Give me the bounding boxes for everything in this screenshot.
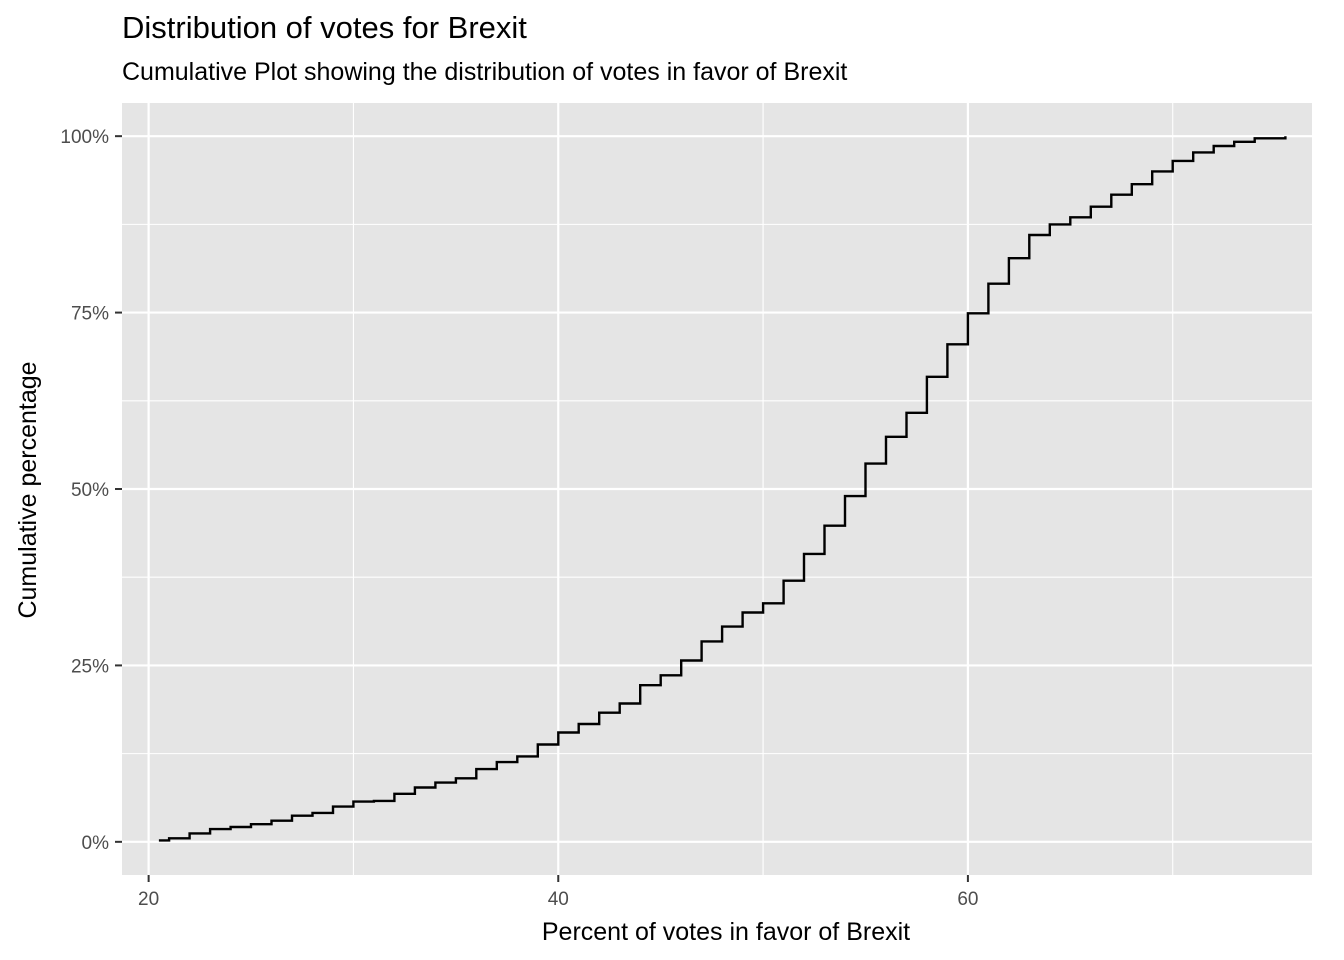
y-tick-label: 50% — [71, 480, 109, 501]
y-tick-label: 25% — [71, 656, 109, 677]
x-axis-title: Percent of votes in favor of Brexit — [542, 918, 910, 946]
x-tick-label: 40 — [548, 889, 569, 910]
series-layer — [158, 136, 1287, 842]
x-tick-label: 20 — [138, 889, 159, 910]
chart-subtitle: Cumulative Plot showing the distribution… — [122, 58, 848, 86]
y-axis: 0% 25% 50% 75% 100% — [60, 127, 122, 854]
x-axis: 20 40 60 — [138, 875, 978, 910]
y-tick-label: 0% — [82, 833, 110, 854]
ecdf-line — [158, 136, 1287, 842]
minor-gridlines — [122, 103, 1312, 875]
x-tick-label: 60 — [957, 889, 978, 910]
chart-title: Distribution of votes for Brexit — [122, 10, 527, 45]
y-axis-title: Cumulative percentage — [14, 361, 42, 618]
major-gridlines — [122, 103, 1312, 875]
y-tick-label: 100% — [60, 127, 109, 148]
y-tick-label: 75% — [71, 304, 109, 325]
